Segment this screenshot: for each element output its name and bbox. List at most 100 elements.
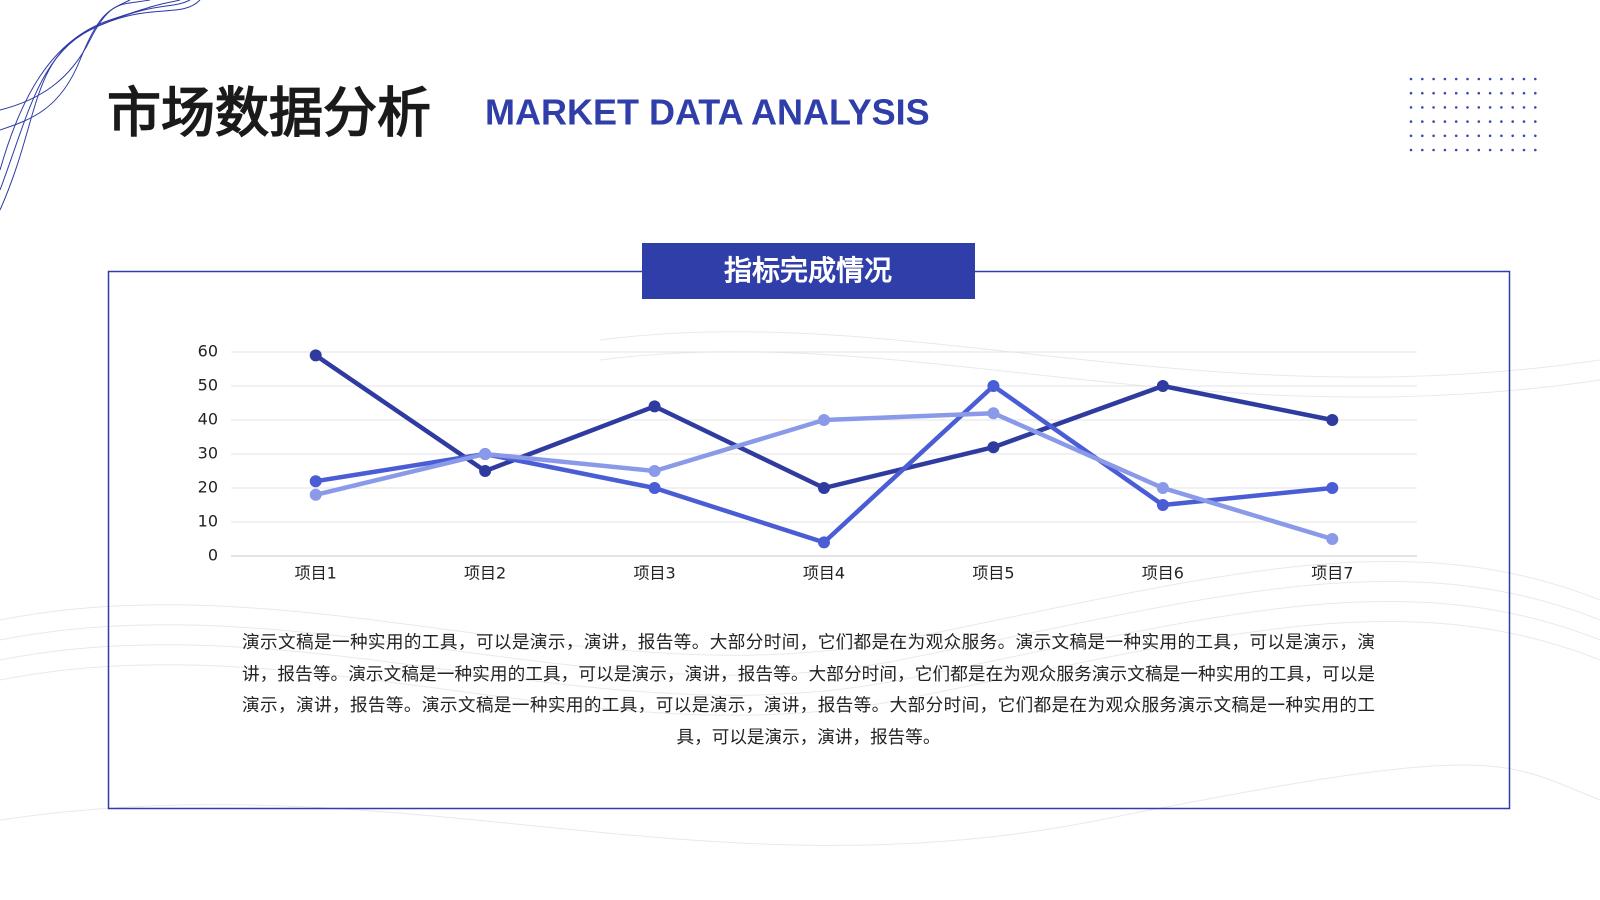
dot bbox=[1477, 120, 1481, 123]
dot bbox=[1534, 120, 1537, 123]
data-point bbox=[1326, 414, 1339, 426]
data-point bbox=[648, 482, 661, 494]
y-tick-label: 0 bbox=[208, 546, 218, 565]
dot bbox=[1443, 120, 1447, 123]
data-point bbox=[818, 414, 830, 426]
y-tick-label: 10 bbox=[198, 512, 218, 531]
x-tick-label: 项目5 bbox=[972, 564, 1014, 583]
dot bbox=[1511, 91, 1514, 95]
description: 演示文稿是一种实用的工具，可以是演示，演讲，报告等。大部分时间，它们都是在为观众… bbox=[242, 633, 1375, 748]
dot bbox=[1522, 134, 1526, 138]
dot bbox=[1488, 134, 1492, 138]
dot bbox=[1466, 148, 1469, 152]
y-tick-label: 20 bbox=[198, 478, 218, 497]
dot bbox=[1454, 120, 1458, 123]
dot bbox=[1443, 106, 1447, 109]
dot bbox=[1500, 120, 1503, 123]
x-tick-label: 项目4 bbox=[803, 564, 845, 583]
dot bbox=[1500, 91, 1503, 95]
data-point bbox=[1326, 533, 1339, 545]
data-point bbox=[818, 536, 830, 549]
dot bbox=[1466, 77, 1469, 81]
dot bbox=[1534, 148, 1537, 152]
y-tick-label: 50 bbox=[198, 376, 218, 395]
dot bbox=[1432, 148, 1435, 152]
data-point bbox=[1156, 482, 1169, 494]
dot bbox=[1443, 91, 1447, 95]
chart-title: 指标完成情况 bbox=[724, 254, 892, 287]
dot bbox=[1409, 91, 1413, 95]
dot bbox=[1477, 134, 1481, 138]
dot bbox=[1421, 106, 1424, 109]
dot bbox=[1454, 106, 1458, 109]
dot bbox=[1477, 148, 1481, 152]
dot bbox=[1534, 134, 1537, 138]
dot bbox=[1466, 134, 1469, 138]
dot bbox=[1443, 134, 1447, 138]
dot bbox=[1511, 134, 1514, 138]
page-subtitle: MARKET DATA ANALYSIS bbox=[485, 92, 930, 133]
series-line bbox=[315, 383, 1333, 545]
dot bbox=[1500, 77, 1503, 81]
dot bbox=[1466, 120, 1469, 123]
dot bbox=[1421, 91, 1424, 95]
dot bbox=[1522, 148, 1526, 152]
dot bbox=[1522, 106, 1526, 109]
dot bbox=[1454, 148, 1458, 152]
dot bbox=[1409, 106, 1413, 109]
dot bbox=[1454, 77, 1458, 81]
data-point bbox=[987, 380, 1000, 392]
dot bbox=[1511, 106, 1514, 109]
dot bbox=[1421, 120, 1424, 123]
y-tick-label: 30 bbox=[198, 444, 218, 463]
dot bbox=[1522, 91, 1526, 95]
dot bbox=[1511, 120, 1514, 123]
data-point bbox=[987, 441, 1000, 454]
dot bbox=[1454, 91, 1458, 95]
data-point bbox=[1326, 482, 1339, 494]
chart-title-box bbox=[642, 243, 975, 299]
data-point bbox=[309, 349, 322, 362]
dot bbox=[1488, 148, 1492, 152]
dot bbox=[1477, 77, 1481, 81]
wave-decoration bbox=[0, 0, 201, 211]
dot bbox=[1522, 120, 1526, 123]
y-tick-label: 60 bbox=[198, 342, 218, 361]
dot bbox=[1500, 134, 1503, 138]
dot bbox=[1432, 120, 1435, 123]
dot bbox=[1488, 120, 1492, 123]
dot bbox=[1534, 77, 1537, 81]
dot bbox=[1511, 77, 1514, 81]
dot bbox=[1488, 77, 1492, 81]
dot bbox=[1511, 148, 1514, 152]
x-tick-label: 项目7 bbox=[1311, 564, 1353, 583]
data-point bbox=[987, 407, 1000, 420]
dot bbox=[1421, 134, 1424, 138]
data-point bbox=[479, 465, 492, 477]
dot bbox=[1432, 77, 1435, 81]
dot bbox=[1454, 134, 1458, 138]
page-title: 市场数据分析 bbox=[107, 82, 431, 145]
y-tick-label: 40 bbox=[198, 410, 218, 429]
x-tick-label: 项目3 bbox=[633, 564, 675, 583]
data-point bbox=[309, 475, 322, 488]
dot bbox=[1409, 148, 1413, 152]
decoration bbox=[0, 331, 1600, 846]
dot bbox=[1409, 120, 1413, 123]
data-point bbox=[648, 400, 661, 413]
dot bbox=[1409, 134, 1413, 138]
dot bbox=[1466, 106, 1469, 109]
dot bbox=[1466, 91, 1469, 95]
data-point bbox=[309, 488, 322, 501]
data-point bbox=[648, 465, 661, 477]
x-tick-label: 项目6 bbox=[1142, 564, 1184, 583]
series-line bbox=[315, 410, 1333, 542]
dot bbox=[1409, 77, 1413, 81]
x-tick-label: 项目1 bbox=[295, 564, 337, 583]
dot bbox=[1443, 77, 1447, 81]
dot bbox=[1421, 77, 1424, 81]
dot bbox=[1534, 106, 1537, 109]
data-point bbox=[818, 482, 830, 494]
dot bbox=[1488, 91, 1492, 95]
